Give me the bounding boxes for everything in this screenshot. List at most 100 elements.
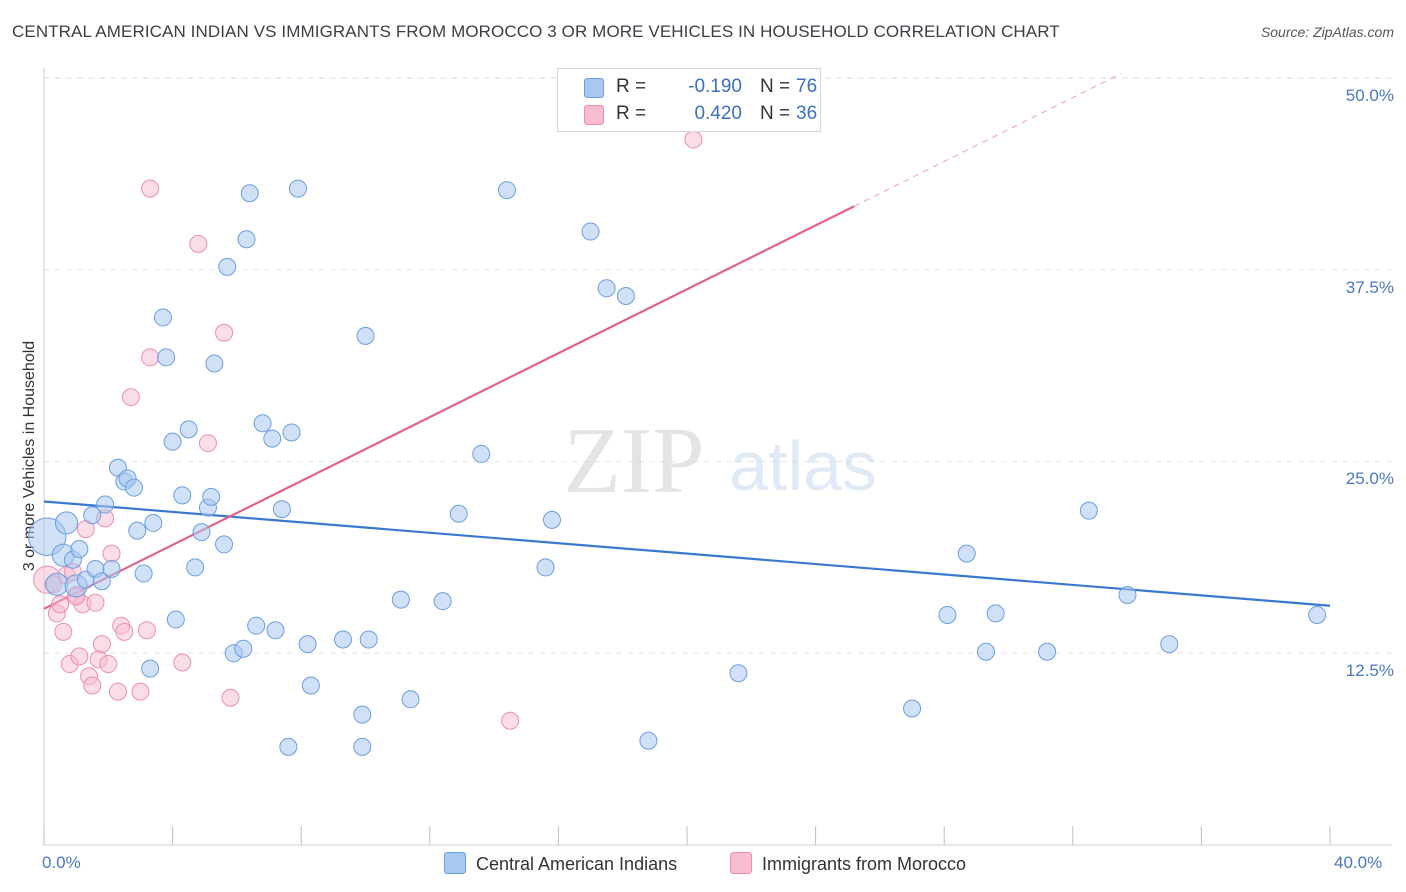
data-point xyxy=(92,572,111,591)
data-point xyxy=(45,572,69,596)
data-point xyxy=(356,326,375,345)
data-point xyxy=(391,590,410,609)
data-point xyxy=(247,616,266,635)
watermark: ZIP atlas xyxy=(564,409,877,513)
correlation-legend: R = -0.190 N = 76 R = 0.420 N = 36 xyxy=(557,68,821,132)
legend-n-value: 76 xyxy=(796,76,818,97)
data-point xyxy=(472,444,491,463)
data-point xyxy=(218,257,237,276)
data-point xyxy=(192,523,211,542)
data-point xyxy=(102,544,121,563)
legend-r-label: R = xyxy=(616,103,647,124)
data-point xyxy=(186,558,205,577)
data-point xyxy=(1079,501,1098,520)
data-point xyxy=(298,635,317,654)
legend-item-central-american-indians: Central American Indians xyxy=(444,852,677,875)
legend-item-immigrants-from-morocco: Immigrants from Morocco xyxy=(730,852,966,875)
source-credit: Source: ZipAtlas.com xyxy=(1260,24,1394,40)
data-point xyxy=(903,699,922,718)
x-tick-label-min: 0.0% xyxy=(42,853,81,872)
legend-r-label: R = xyxy=(616,76,647,97)
y-tick-label-37-5: 37.5% xyxy=(1345,278,1394,297)
chart-title: CENTRAL AMERICAN INDIAN VS IMMIGRANTS FR… xyxy=(12,22,1060,41)
data-point xyxy=(288,179,307,198)
data-point xyxy=(99,655,118,674)
data-point xyxy=(433,592,452,611)
y-tick-label-25: 25.0% xyxy=(1345,469,1394,488)
legend-swatch-blue xyxy=(584,78,604,98)
data-point xyxy=(115,622,134,641)
data-point xyxy=(279,737,298,756)
legend-r-value: -0.190 xyxy=(688,76,742,97)
data-point xyxy=(639,731,658,750)
legend-n-label: N = xyxy=(760,76,791,97)
data-point xyxy=(128,521,147,540)
data-point xyxy=(198,434,217,453)
data-point xyxy=(96,495,115,514)
data-point xyxy=(141,179,160,198)
legend-r-value: 0.420 xyxy=(694,103,742,124)
data-point xyxy=(86,593,105,612)
data-point xyxy=(108,682,127,701)
data-point xyxy=(272,500,291,519)
data-point xyxy=(221,688,240,707)
data-point xyxy=(141,659,160,678)
data-point xyxy=(70,540,89,559)
data-point xyxy=(359,630,378,649)
legend-swatch-pink xyxy=(730,852,752,874)
axes xyxy=(43,68,1392,846)
data-point xyxy=(234,639,253,658)
data-point xyxy=(144,513,163,532)
data-point xyxy=(976,642,995,661)
data-point xyxy=(163,432,182,451)
trend-line-dashed xyxy=(853,73,1122,207)
data-point xyxy=(92,635,111,654)
data-point xyxy=(353,705,372,724)
data-point xyxy=(684,130,703,149)
trend-line-solid xyxy=(43,205,855,610)
x-tick-label-max: 40.0% xyxy=(1334,853,1383,872)
trend-lines xyxy=(43,73,1331,610)
data-point xyxy=(102,559,121,578)
data-point xyxy=(449,504,468,523)
data-point xyxy=(173,486,192,505)
data-point xyxy=(205,354,224,373)
data-point xyxy=(51,595,70,614)
data-point xyxy=(501,711,520,730)
y-tick-label-12-5: 12.5% xyxy=(1345,661,1394,680)
data-point xyxy=(729,664,748,683)
data-point xyxy=(131,682,150,701)
data-point xyxy=(215,535,234,554)
data-point xyxy=(263,429,282,448)
data-point xyxy=(957,544,976,563)
y-tick-label-50: 50.0% xyxy=(1345,86,1394,105)
data-point xyxy=(1118,586,1137,605)
data-point xyxy=(536,558,555,577)
data-point xyxy=(282,423,301,442)
data-point xyxy=(173,653,192,672)
data-point xyxy=(202,487,221,506)
data-point xyxy=(189,234,208,253)
data-point xyxy=(121,388,140,407)
data-point xyxy=(497,181,516,200)
legend-n-value: 36 xyxy=(796,103,818,124)
data-point xyxy=(542,510,561,529)
data-point xyxy=(141,348,160,367)
data-point xyxy=(134,564,153,583)
data-point xyxy=(1160,635,1179,654)
legend-swatch-pink xyxy=(584,105,604,125)
data-point xyxy=(237,230,256,249)
data-point xyxy=(125,478,144,497)
data-point xyxy=(54,622,73,641)
data-point xyxy=(153,308,172,327)
data-point xyxy=(353,737,372,756)
data-point xyxy=(986,604,1005,623)
data-point xyxy=(1308,605,1327,624)
data-point xyxy=(83,676,102,695)
gridlines xyxy=(44,77,1392,654)
data-point xyxy=(166,610,185,629)
legend-label: Central American Indians xyxy=(476,854,678,874)
data-point xyxy=(938,605,957,624)
data-point xyxy=(157,348,176,367)
trend-line-solid xyxy=(43,500,1331,607)
